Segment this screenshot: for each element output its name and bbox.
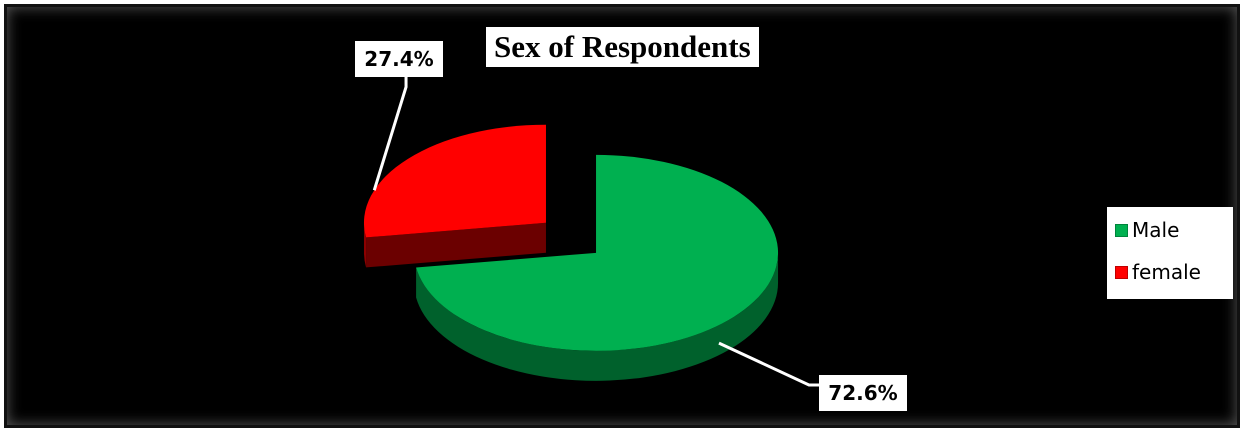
pie-chart: 72.6% 27.4%	[105, 41, 1009, 411]
legend-swatch-female	[1115, 265, 1128, 279]
legend-item-male: Male	[1115, 217, 1179, 243]
chart-frame: 72.6% 27.4% Sex of Respondents Male femal…	[4, 4, 1240, 428]
legend-label-female: female	[1132, 260, 1201, 284]
pie-slice-cut-female-0	[366, 222, 546, 268]
pie-slice-side-male	[416, 252, 779, 381]
pie-slice-female	[363, 124, 546, 238]
pie-slice-side-female	[363, 222, 367, 268]
pie-slice-male	[416, 154, 779, 351]
data-label-female: 27.4%	[364, 47, 433, 71]
chart-title: Sex of Respondents	[486, 27, 759, 67]
legend-item-female: female	[1115, 259, 1201, 285]
data-label-box-male	[819, 375, 907, 411]
leader-line-male	[718, 341, 819, 387]
legend-label-male: Male	[1132, 218, 1180, 242]
data-label-box-female	[355, 41, 443, 77]
legend: Male female	[1107, 207, 1233, 299]
data-label-male: 72.6%	[828, 381, 897, 405]
legend-swatch-male	[1115, 223, 1128, 237]
leader-line-female	[372, 77, 408, 191]
